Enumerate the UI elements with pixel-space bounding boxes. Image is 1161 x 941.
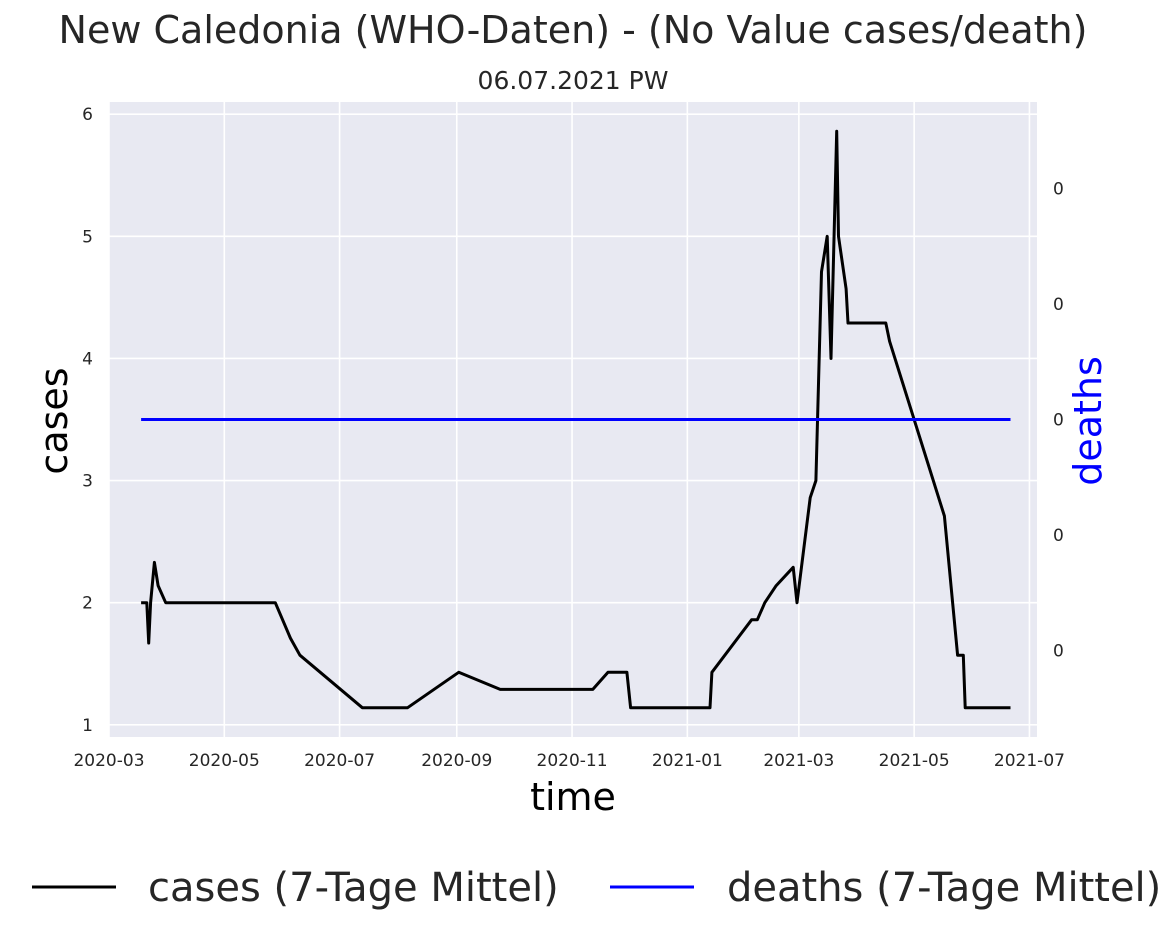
legend: cases (7-Tage Mittel) deaths (7-Tage Mit… (32, 865, 1161, 911)
series-layer (141, 129, 1011, 710)
y-tick-label: 5 (82, 227, 93, 247)
x-tick-label: 2020-07 (304, 751, 375, 771)
chart-title: New Caledonia (WHO-Daten) - (No Value ca… (58, 8, 1088, 52)
x-tick-label: 2021-07 (994, 751, 1065, 771)
x-tick-label: 2021-03 (763, 751, 834, 771)
x-axis-ticks: 2020-03 2020-05 2020-07 2020-09 2020-11 2021-… (73, 751, 1064, 771)
legend-label-deaths: deaths (7-Tage Mittel) (727, 865, 1161, 911)
x-tick-label: 2020-09 (421, 751, 492, 771)
y-tick-label: 4 (82, 349, 93, 369)
y-tick-label: 1 (82, 716, 93, 736)
x-axis-label: time (530, 775, 616, 819)
y-tick-label: 2 (82, 594, 93, 614)
x-tick-label: 2021-05 (879, 751, 950, 771)
y-tick-label: 6 (82, 105, 93, 125)
legend-label-cases: cases (7-Tage Mittel) (148, 865, 559, 911)
y2-tick-label: 0 (1053, 180, 1064, 200)
y2-tick-label: 0 (1053, 641, 1064, 661)
y2-axis-label: deaths (1066, 356, 1110, 486)
chart-subtitle: 06.07.2021 PW (477, 66, 669, 95)
y-axis-label: cases (32, 367, 76, 474)
x-tick-label: 2020-05 (189, 751, 260, 771)
x-tick-label: 2021-01 (652, 751, 723, 771)
y-axis-ticks: 1 2 3 4 5 6 (82, 105, 93, 736)
y2-axis-ticks: 0 0 0 0 0 (1053, 180, 1064, 662)
y2-tick-label: 0 (1053, 295, 1064, 315)
x-tick-label: 2020-11 (537, 751, 608, 771)
series-line-cases (141, 129, 1011, 710)
x-tick-label: 2020-03 (73, 751, 144, 771)
y2-tick-label: 0 (1053, 411, 1064, 431)
y2-tick-label: 0 (1053, 526, 1064, 546)
y-tick-label: 3 (82, 472, 93, 492)
